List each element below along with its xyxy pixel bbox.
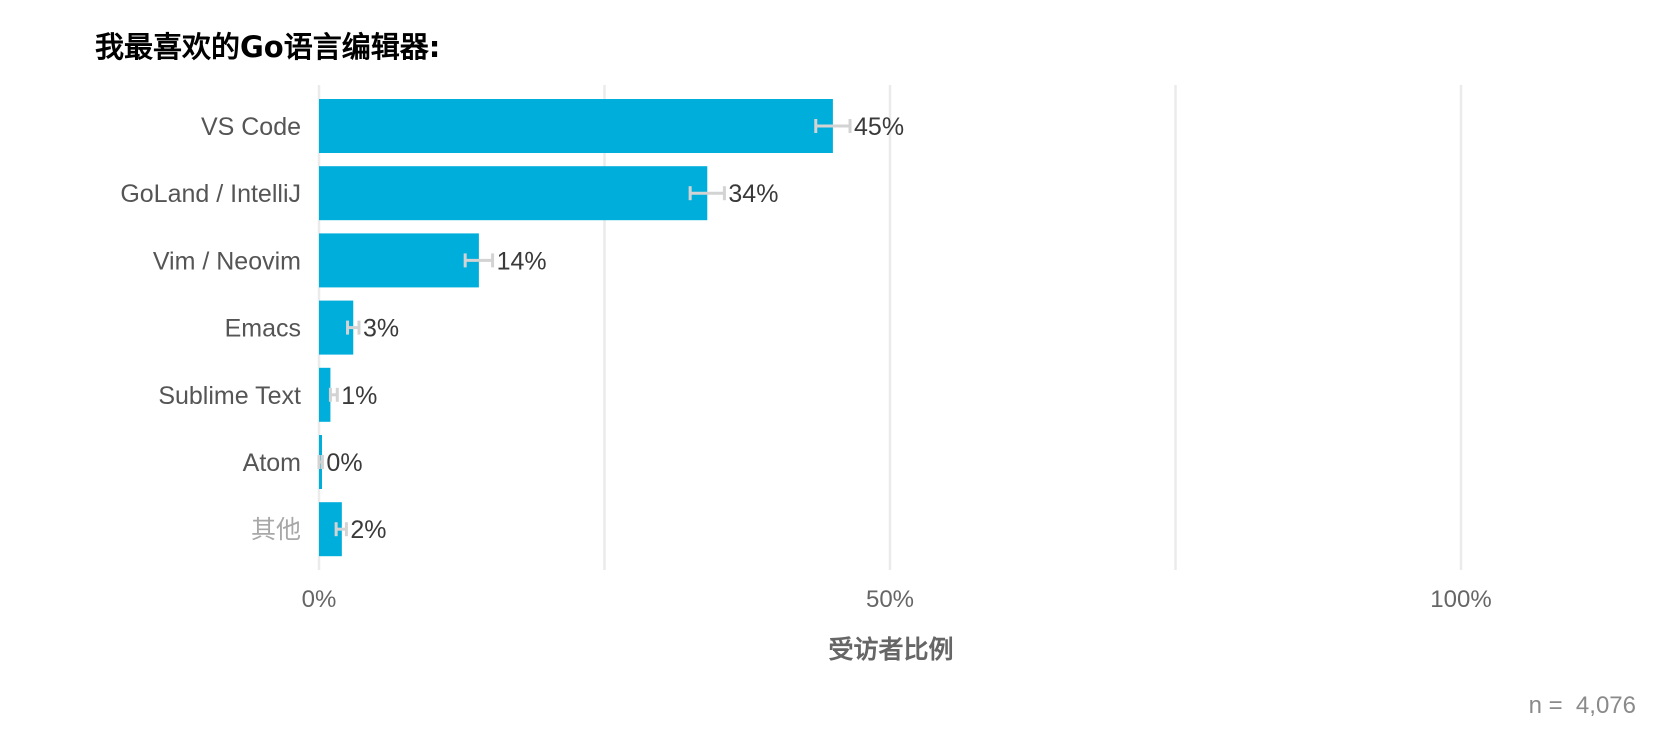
error-bar-1	[688, 186, 726, 201]
bar-1	[319, 166, 708, 221]
category-label: Emacs	[225, 315, 301, 343]
category-label: 其他	[251, 516, 301, 544]
value-label: 1%	[341, 382, 377, 410]
chart-title: 我最喜欢的Go语言编辑器:	[95, 30, 441, 64]
x-axis-title: 受访者比例	[828, 635, 953, 664]
x-tick-label: 100%	[1430, 586, 1491, 613]
category-label: Sublime Text	[158, 382, 301, 410]
bar-2	[319, 233, 479, 288]
category-label: Vim / Neovim	[153, 247, 301, 275]
error-bar-2	[463, 253, 495, 268]
value-label: 2%	[350, 516, 386, 544]
value-label: 34%	[728, 180, 778, 208]
error-bars	[317, 119, 852, 537]
gridlines	[317, 85, 1463, 570]
error-bar-0	[814, 119, 852, 133]
x-tick-label: 50%	[866, 586, 914, 613]
sample-size-label: n = 4,076	[1528, 692, 1636, 719]
error-bar-4	[328, 387, 339, 402]
value-label: 45%	[854, 113, 904, 141]
value-label: 0%	[326, 449, 362, 477]
bar-0	[319, 99, 833, 153]
error-bar-5	[317, 455, 324, 469]
value-label: 14%	[497, 247, 547, 275]
error-bar-3	[346, 320, 361, 335]
labels: 0% 50% 100% VS Code 45% GoLand / IntelliJ 34% V…	[120, 113, 1491, 613]
category-label: GoLand / IntelliJ	[120, 180, 301, 208]
error-bar-6	[334, 522, 348, 537]
value-label: 3%	[363, 315, 399, 343]
bar-6	[319, 502, 342, 557]
bar-4	[319, 367, 331, 422]
bars	[319, 99, 833, 557]
category-label: VS Code	[201, 113, 301, 141]
category-label: Atom	[243, 449, 301, 477]
x-tick-label: 0%	[302, 586, 337, 613]
